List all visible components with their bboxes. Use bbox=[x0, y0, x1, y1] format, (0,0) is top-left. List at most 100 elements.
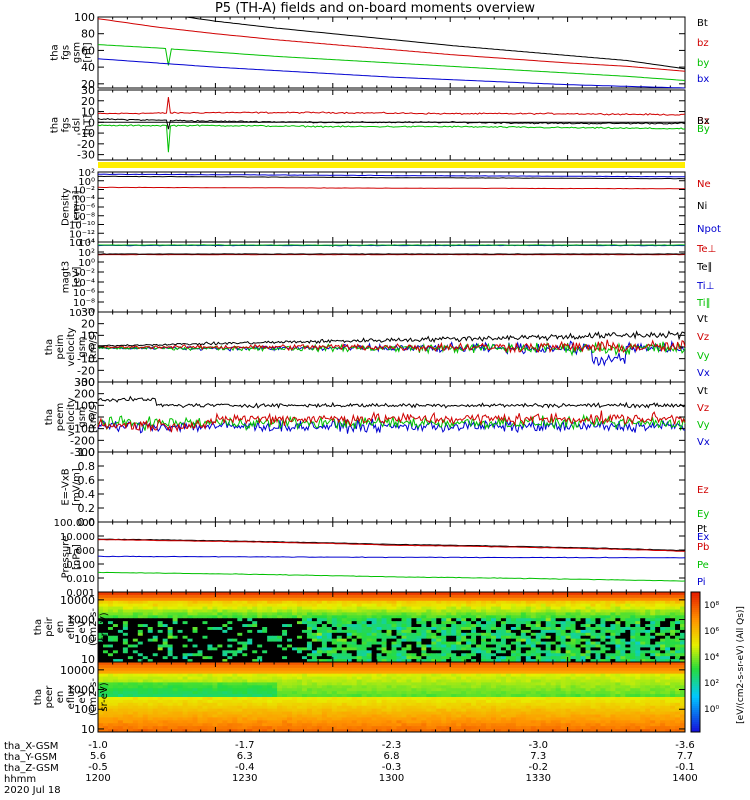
spec-cell bbox=[382, 674, 387, 677]
spec-cell bbox=[506, 665, 511, 668]
spec-cell bbox=[630, 615, 635, 618]
spec-cell bbox=[625, 642, 630, 645]
spec-cell bbox=[600, 630, 605, 633]
spec-cell bbox=[297, 621, 302, 624]
spec-cell bbox=[387, 639, 392, 642]
spec-cell bbox=[660, 624, 665, 627]
spec-cell bbox=[148, 650, 153, 653]
spec-cell bbox=[193, 682, 198, 685]
spectrogram-8 bbox=[98, 592, 686, 663]
spec-cell bbox=[605, 612, 610, 615]
spec-cell bbox=[267, 647, 272, 650]
spec-cell bbox=[178, 682, 183, 685]
spec-cell bbox=[277, 601, 282, 604]
spec-cell bbox=[630, 633, 635, 636]
spec-cell bbox=[521, 595, 526, 598]
spec-cell bbox=[143, 647, 148, 650]
spec-cell bbox=[103, 674, 108, 677]
spec-cell bbox=[342, 598, 347, 601]
spec-cell bbox=[342, 665, 347, 668]
spec-cell bbox=[675, 647, 680, 650]
spec-cell bbox=[197, 639, 202, 642]
spec-cell bbox=[421, 592, 426, 595]
spec-cell bbox=[476, 653, 481, 656]
spec-cell bbox=[441, 688, 446, 691]
spec-cell bbox=[401, 677, 406, 680]
y-axis-label-line: [eV] bbox=[72, 267, 83, 288]
spec-cell bbox=[471, 668, 476, 671]
spec-cell bbox=[511, 627, 516, 630]
spec-cell bbox=[98, 601, 103, 604]
spec-cell bbox=[620, 630, 625, 633]
spec-cell bbox=[347, 685, 352, 688]
spec-cell bbox=[178, 621, 183, 624]
spec-cell bbox=[252, 645, 257, 648]
spec-cell bbox=[541, 685, 546, 688]
spec-cell bbox=[600, 612, 605, 615]
spec-cell bbox=[242, 645, 247, 648]
spec-cell bbox=[451, 645, 456, 648]
spec-cell bbox=[197, 645, 202, 648]
spec-cell bbox=[287, 639, 292, 642]
spec-cell bbox=[257, 650, 262, 653]
spec-cell bbox=[217, 624, 222, 627]
spec-cell bbox=[590, 615, 595, 618]
spec-cell bbox=[516, 668, 521, 671]
spec-cell bbox=[600, 677, 605, 680]
spec-cell bbox=[576, 624, 581, 627]
spec-cell bbox=[178, 642, 183, 645]
spec-cell bbox=[307, 621, 312, 624]
spec-cell bbox=[392, 647, 397, 650]
spec-cell bbox=[610, 630, 615, 633]
spec-cell bbox=[158, 656, 163, 659]
spec-cell bbox=[362, 615, 367, 618]
spec-cell bbox=[476, 677, 481, 680]
spec-cell bbox=[207, 636, 212, 639]
spec-cell bbox=[387, 685, 392, 688]
spec-cell bbox=[173, 612, 178, 615]
spec-cell bbox=[197, 647, 202, 650]
spec-cell bbox=[362, 653, 367, 656]
spec-cell bbox=[571, 645, 576, 648]
spec-cell bbox=[521, 656, 526, 659]
spec-cell bbox=[396, 656, 401, 659]
spec-cell bbox=[670, 662, 675, 665]
spec-cell bbox=[516, 645, 521, 648]
spec-cell bbox=[282, 642, 287, 645]
spec-cell bbox=[372, 610, 377, 613]
spec-cell bbox=[357, 682, 362, 685]
spec-cell bbox=[546, 653, 551, 656]
spec-cell bbox=[511, 607, 516, 610]
spec-cell bbox=[292, 633, 297, 636]
spec-cell bbox=[401, 671, 406, 674]
spec-cell bbox=[605, 633, 610, 636]
spec-cell bbox=[526, 662, 531, 665]
spec-cell bbox=[481, 685, 486, 688]
spec-cell bbox=[292, 610, 297, 613]
spec-cell bbox=[441, 639, 446, 642]
spec-cell bbox=[416, 647, 421, 650]
spec-cell bbox=[436, 688, 441, 691]
spec-cell bbox=[586, 671, 591, 674]
spec-cell bbox=[237, 674, 242, 677]
spec-cell bbox=[650, 607, 655, 610]
spec-cell bbox=[178, 627, 183, 630]
spec-cell bbox=[610, 680, 615, 683]
spec-cell bbox=[312, 598, 317, 601]
spec-cell bbox=[327, 653, 332, 656]
spec-cell bbox=[163, 650, 168, 653]
spec-cell bbox=[357, 650, 362, 653]
spec-cell bbox=[227, 601, 232, 604]
spec-cell bbox=[546, 645, 551, 648]
spec-cell bbox=[516, 604, 521, 607]
spec-cell bbox=[282, 662, 287, 665]
spec-cell bbox=[342, 642, 347, 645]
spec-cell bbox=[297, 615, 302, 618]
spec-cell bbox=[282, 639, 287, 642]
spec-cell bbox=[595, 592, 600, 595]
spec-cell bbox=[232, 645, 237, 648]
spec-cell bbox=[655, 653, 660, 656]
spec-cell bbox=[491, 610, 496, 613]
spec-cell bbox=[262, 665, 267, 668]
spec-cell bbox=[252, 682, 257, 685]
